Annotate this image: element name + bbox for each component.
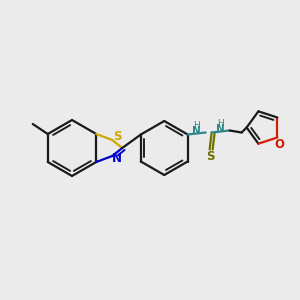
Text: H: H [217,119,224,128]
Text: S: S [206,150,215,163]
Text: O: O [274,138,284,151]
Text: N: N [112,152,122,164]
Text: H: H [193,121,200,130]
Text: N: N [216,124,225,134]
Text: N: N [192,125,201,136]
Text: S: S [113,130,122,143]
